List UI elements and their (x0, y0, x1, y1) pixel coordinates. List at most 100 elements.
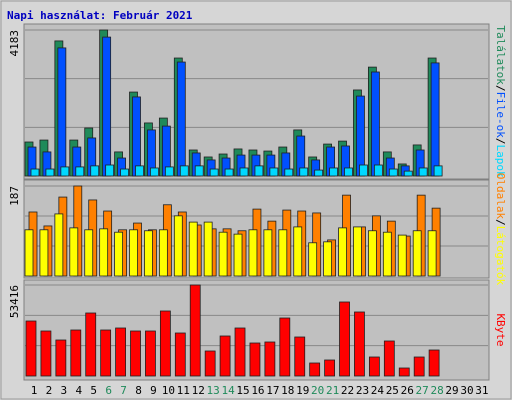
bar (130, 330, 141, 377)
bar (57, 47, 67, 177)
x-tick-label: 23 (356, 384, 369, 397)
bar (430, 62, 440, 177)
bar (308, 242, 318, 277)
bar (233, 233, 243, 277)
bar (269, 167, 279, 177)
legend-entry: File-ok (494, 92, 507, 139)
x-tick-label: 14 (221, 384, 235, 397)
bar (150, 167, 159, 177)
x-tick-label: 26 (401, 384, 414, 397)
bar (218, 231, 228, 277)
x-tick-label: 18 (281, 384, 294, 397)
x-tick-label: 22 (341, 384, 354, 397)
bar (90, 165, 100, 177)
x-tick-label: 19 (296, 384, 309, 397)
bar (338, 227, 347, 277)
x-tick-label: 31 (475, 384, 488, 397)
legend-separator: / (494, 85, 507, 92)
bar (397, 234, 407, 277)
bar (279, 317, 291, 377)
bar (84, 229, 94, 277)
legend-entry: Látogatók (494, 226, 507, 286)
bar (329, 167, 339, 177)
bar (70, 329, 82, 377)
x-tick-label: 4 (75, 384, 82, 397)
bar (367, 230, 377, 277)
legend: Találatok/File-ok/Lapok (494, 25, 507, 178)
bar (388, 168, 398, 177)
bar (418, 167, 428, 177)
legend-separator: / (494, 219, 507, 226)
bar (129, 229, 138, 277)
bar (194, 165, 204, 177)
x-tick-label: 29 (445, 384, 458, 397)
bar (403, 170, 413, 177)
bar (54, 213, 64, 277)
bar (204, 350, 216, 377)
bar (144, 230, 153, 277)
bar (24, 229, 34, 277)
bar (353, 226, 362, 277)
bar (189, 284, 201, 377)
y-tick-label: 53416 (8, 285, 21, 318)
bar (219, 335, 231, 377)
bar (324, 359, 336, 377)
bar (100, 329, 112, 377)
bar (209, 168, 219, 177)
x-tick-label: 21 (326, 384, 339, 397)
legend-separator: / (494, 138, 507, 145)
bar (427, 230, 437, 277)
x-tick-label: 30 (460, 384, 473, 397)
bar (413, 356, 425, 377)
x-tick-label: 5 (90, 384, 97, 397)
bar (179, 165, 189, 177)
bar (284, 168, 294, 177)
bar (69, 227, 79, 277)
bar (40, 330, 52, 377)
bar (203, 221, 213, 277)
bar (25, 320, 37, 377)
bar (105, 164, 115, 177)
x-tick-label: 12 (192, 384, 205, 397)
x-tick-label: 7 (120, 384, 127, 397)
bar (339, 301, 350, 377)
bar (248, 229, 258, 277)
bar (224, 168, 234, 177)
x-tick-label: 11 (177, 384, 190, 397)
bar (428, 349, 440, 377)
bar (433, 165, 443, 177)
legend: Oldalak/Látogatók (494, 173, 507, 286)
x-tick-label: 28 (430, 384, 443, 397)
bar (173, 215, 183, 277)
x-tick-label: 15 (236, 384, 249, 397)
x-tick-label: 24 (371, 384, 385, 397)
x-tick-label: 3 (61, 384, 68, 397)
bar (344, 167, 353, 177)
bar (398, 367, 410, 377)
legend-entry: Oldalak (494, 173, 507, 220)
bar (412, 230, 422, 277)
bar (278, 229, 288, 277)
bar (99, 228, 109, 277)
bar (234, 327, 246, 377)
bar (114, 231, 123, 277)
x-tick-label: 2 (46, 384, 53, 397)
x-tick-label: 20 (311, 384, 324, 397)
bar (354, 311, 365, 377)
legend-entry: KByte (494, 313, 507, 346)
bar (85, 312, 97, 377)
bar (254, 165, 264, 177)
bar (135, 165, 144, 177)
bar (294, 336, 306, 377)
bar (293, 226, 303, 277)
bar (174, 332, 186, 377)
x-tick-label: 8 (135, 384, 142, 397)
bar (164, 166, 174, 177)
bar (60, 166, 70, 177)
bar (359, 164, 368, 177)
bar (55, 339, 67, 377)
x-tick-label: 10 (162, 384, 175, 397)
bar (39, 229, 49, 277)
x-tick-label: 6 (105, 384, 112, 397)
